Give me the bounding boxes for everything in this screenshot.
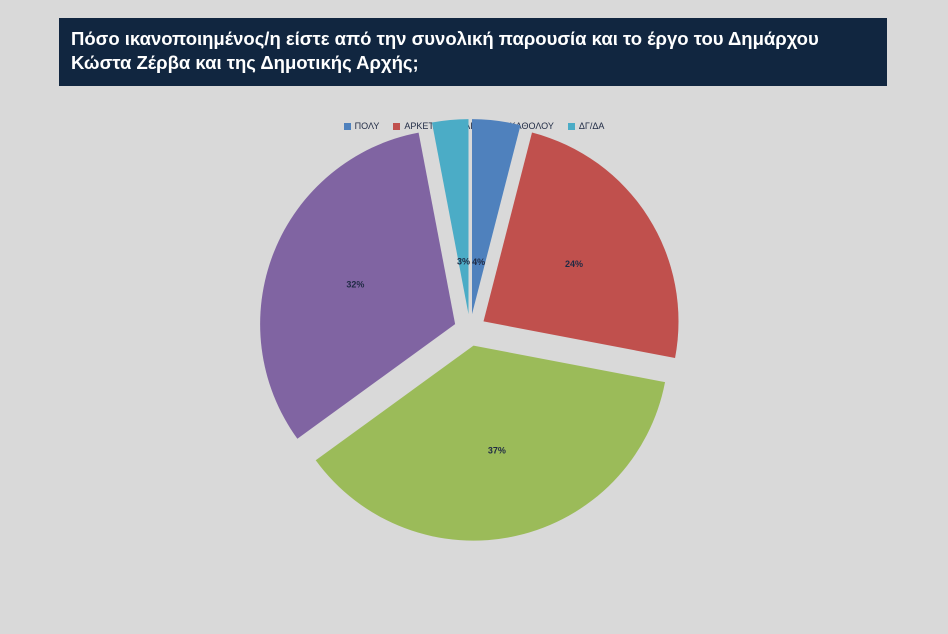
- legend-swatch: [343, 122, 351, 130]
- data-label: 24%: [565, 259, 583, 269]
- data-label: 4%: [472, 257, 485, 267]
- legend-label: ΔΓ/ΔΑ: [578, 121, 605, 131]
- legend-label: ΚΑΘΟΛΟΥ: [509, 121, 554, 131]
- pie-slice: [260, 132, 456, 439]
- legend-item: ΠΟΛΥ: [343, 121, 380, 131]
- pie-slice: [315, 345, 666, 541]
- data-label: 32%: [346, 280, 364, 290]
- pie-slice: [472, 119, 521, 315]
- data-label: 3%: [457, 257, 470, 267]
- legend-item: ΑΡΚΕΤΑ: [393, 121, 439, 131]
- legend-swatch: [393, 122, 401, 130]
- legend-swatch: [567, 122, 575, 130]
- chart-title: Πόσο ικανοποιημένος/η είστε από την συνο…: [71, 28, 819, 73]
- legend-label: ΠΟΛΥ: [354, 121, 380, 131]
- chart-title-bar: Πόσο ικανοποιημένος/η είστε από την συνο…: [59, 18, 887, 86]
- legend-label: ΑΡΚΕΤΑ: [404, 121, 440, 131]
- pie-slice: [431, 119, 469, 315]
- pie-slice: [483, 132, 679, 358]
- legend-item: ΔΓ/ΔΑ: [567, 121, 605, 131]
- data-label: 37%: [488, 445, 506, 455]
